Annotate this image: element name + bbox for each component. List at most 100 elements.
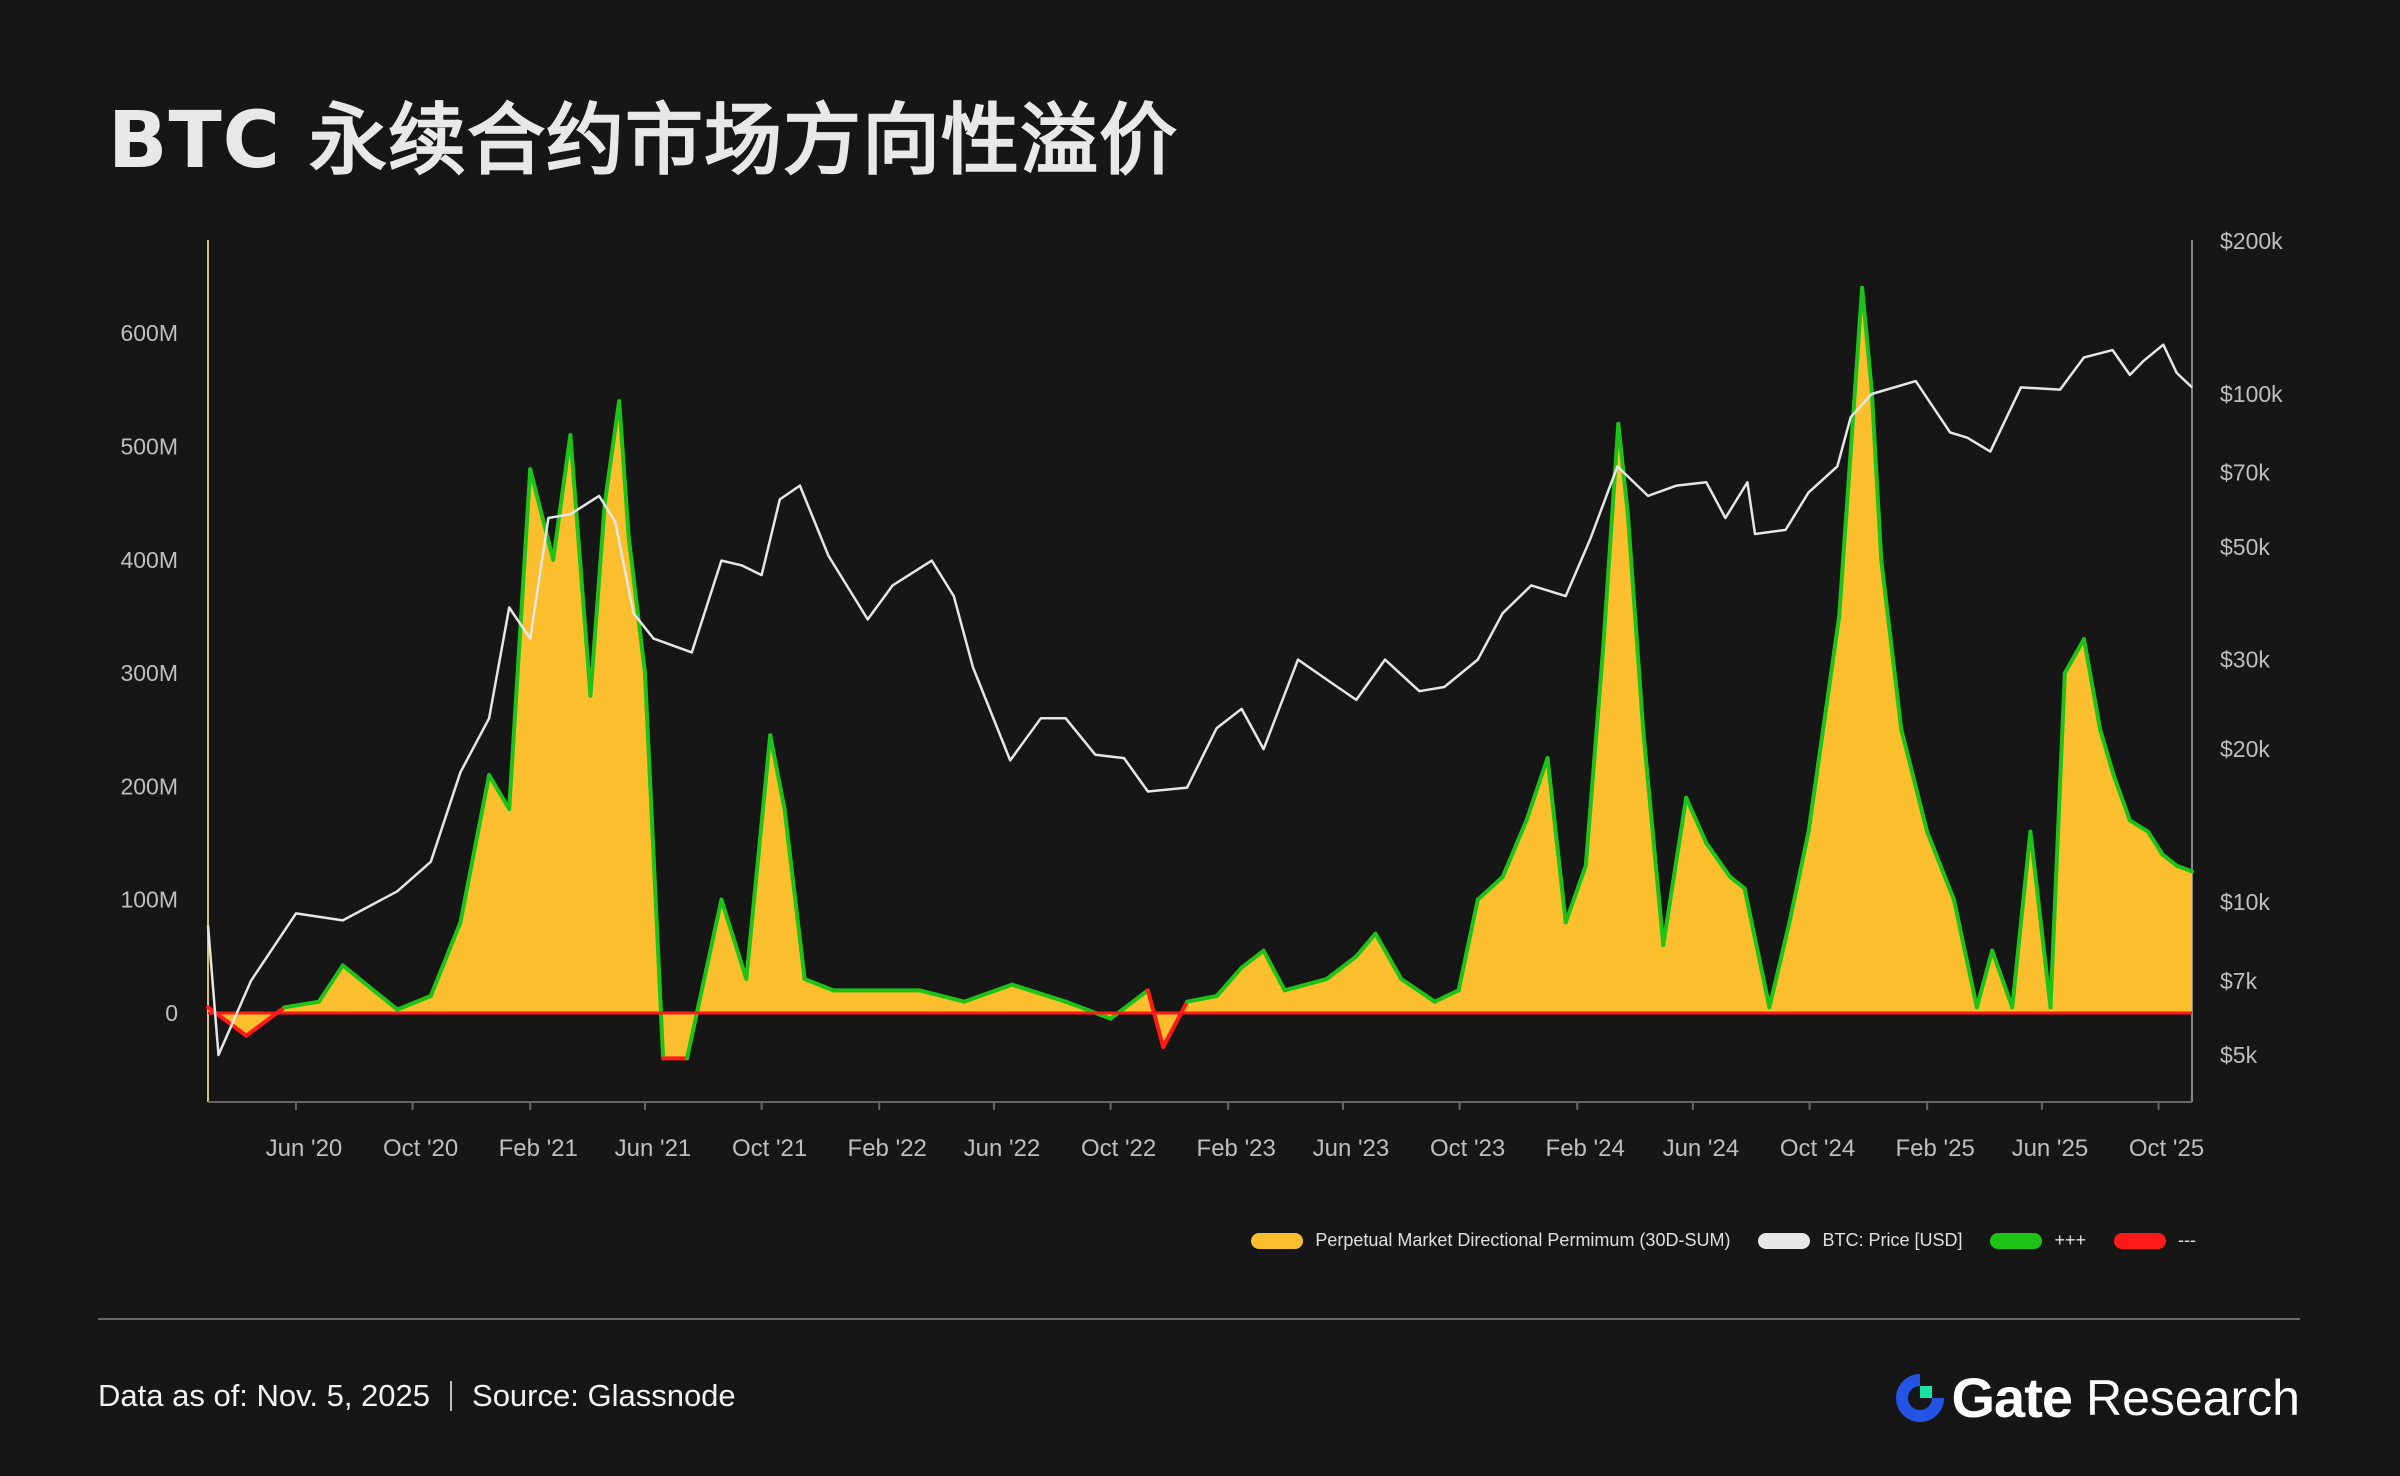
legend: Perpetual Market Directional Permimum (3…: [1251, 1230, 2196, 1251]
premium-outline-segment: [487, 773, 512, 812]
x-tick-label: Oct '22: [1081, 1135, 1156, 1162]
chart-title: BTC 永续合约市场方向性溢价: [108, 96, 1179, 186]
premium-outline-segment: [1742, 886, 1772, 1010]
x-tick-label: Oct '24: [1780, 1135, 1855, 1162]
x-tick-label: Jun '21: [615, 1135, 692, 1162]
premium-outline-segment: [1974, 948, 1995, 1010]
premium-outline-segment: [626, 535, 647, 676]
footer-info: Data as of: Nov. 5, 2025 Source: Glassno…: [98, 1378, 736, 1414]
x-tick-label: Jun '24: [1663, 1135, 1740, 1162]
premium-outline-segment: [1925, 829, 1956, 902]
premium-outline-segment: [1616, 421, 1630, 517]
x-tick-label: Jun '25: [2012, 1135, 2089, 1162]
premium-outline-segment: [1354, 931, 1378, 959]
premium-outline-segment: [2010, 829, 2033, 1010]
legend-item-premium: Perpetual Market Directional Permimum (3…: [1251, 1230, 1730, 1251]
premium-outline-segment: [2062, 637, 2086, 676]
premium-outline-segment: [2098, 727, 2116, 778]
premium-outline-segment: [1399, 977, 1437, 1004]
premium-outline-segment: [1767, 920, 1792, 1010]
premium-outline-segment: [458, 773, 492, 925]
premium-outline-segment: [1951, 897, 1979, 1010]
x-tick-label: Jun '22: [964, 1135, 1041, 1162]
footer-separator: [450, 1381, 453, 1411]
x-tick-label: Oct '25: [2129, 1135, 2204, 1162]
brand-name: Gate: [1951, 1366, 2073, 1429]
y-right-tick-label: $100k: [2220, 381, 2283, 407]
premium-outline-segment: [685, 897, 724, 1061]
premium-outline-segment: [1456, 897, 1480, 993]
premium-outline-segment: [395, 994, 433, 1012]
brand-subtitle: Research: [2086, 1369, 2300, 1426]
premium-outline-segment: [2174, 863, 2194, 874]
y-right-tick-label: $7k: [2220, 968, 2258, 994]
premium-outline-segment: [719, 897, 749, 982]
premium-outline-segment: [1563, 863, 1588, 925]
premium-outline-segment: [1879, 557, 1904, 732]
premium-outline-segment: [1500, 818, 1529, 880]
x-tick-label: Oct '23: [1430, 1135, 1505, 1162]
premium-outline-segment: [1728, 875, 1747, 891]
premium-outline-segment: [768, 733, 787, 812]
premium-outline-segment: [1860, 285, 1874, 392]
premium-outline-segment: [282, 999, 321, 1010]
premium-outline-segment: [642, 671, 666, 1061]
legend-swatch-negative: [2114, 1232, 2167, 1249]
premium-area: [208, 287, 2192, 1059]
x-tick-label: Oct '21: [732, 1135, 807, 1162]
premium-outline-segment: [1432, 988, 1461, 1004]
legend-swatch-premium: [1251, 1232, 1304, 1249]
premium-outline-segment: [1239, 948, 1266, 970]
premium-outline-segment: [1545, 756, 1568, 925]
y-right-tick-label: $200k: [2220, 228, 2283, 254]
premium-outline-segment: [1641, 727, 1666, 948]
premium-outline-segment: [316, 963, 345, 1004]
legend-swatch-price: [1758, 1232, 1811, 1249]
premium-outline-segment: [428, 920, 463, 999]
premium-outline-segment: [1990, 948, 2015, 1010]
premium-outline-segment: [1899, 727, 1930, 834]
premium-outline-segment: [962, 982, 1015, 1004]
premium-outline-segment: [568, 433, 593, 698]
premium-outline-segment: [1869, 387, 1884, 562]
brand-logo: Gate Research: [1892, 1365, 2300, 1430]
y-left-tick-label: 300M: [120, 660, 178, 686]
premium-outline-segment: [551, 433, 573, 562]
premium-outline-segment: [1185, 994, 1219, 1004]
x-tick-label: Oct '20: [383, 1135, 458, 1162]
premium-outline-segment: [528, 467, 556, 562]
y-right-tick-label: $50k: [2220, 534, 2270, 560]
btc-price-line: [206, 343, 2193, 1057]
y-right-tick-label: $20k: [2220, 736, 2270, 762]
y-left-tick-label: 200M: [120, 773, 178, 799]
y-left-tick-label: 500M: [120, 434, 178, 460]
legend-label-price: BTC: Price [USD]: [1822, 1230, 1963, 1250]
premium-outline-segment: [1806, 614, 1842, 834]
premium-outline-segment: [782, 807, 807, 982]
x-tick-label: Feb '25: [1895, 1135, 1974, 1162]
legend-label-premium: Perpetual Market Directional Permimum (3…: [1315, 1230, 1731, 1250]
premium-outline-segment: [2146, 829, 2165, 857]
premium-outline-segment: [1161, 999, 1190, 1049]
premium-outline-segment: [1261, 948, 1287, 993]
premium-outline-segment: [2127, 818, 2151, 834]
premium-outline-segment: [1704, 841, 1733, 880]
premium-outline-segment: [1063, 999, 1113, 1021]
premium-outline-segment: [1601, 421, 1621, 653]
y-left-tick-label: 100M: [120, 887, 178, 913]
premium-outline-segment: [1010, 982, 1068, 1004]
premium-outline-segment: [1787, 829, 1811, 925]
legend-label-positive: +++: [2054, 1230, 2087, 1250]
premium-outline-segment: [2111, 773, 2132, 823]
legend-item-negative: ---: [2114, 1230, 2196, 1251]
y-right-tick-label: $10k: [2220, 889, 2270, 915]
premium-outline-segment: [1214, 965, 1244, 999]
premium-outline-segment: [507, 467, 533, 812]
x-tick-label: Feb '23: [1197, 1135, 1276, 1162]
premium-outline-segment: [744, 733, 773, 982]
y-left-tick-label: 0: [165, 1000, 178, 1026]
premium-outline-segment: [1625, 512, 1646, 732]
gate-logo-icon: [1895, 1373, 1944, 1422]
legend-item-price: BTC: Price [USD]: [1758, 1230, 1962, 1251]
y-left-tick-label: 400M: [120, 547, 178, 573]
